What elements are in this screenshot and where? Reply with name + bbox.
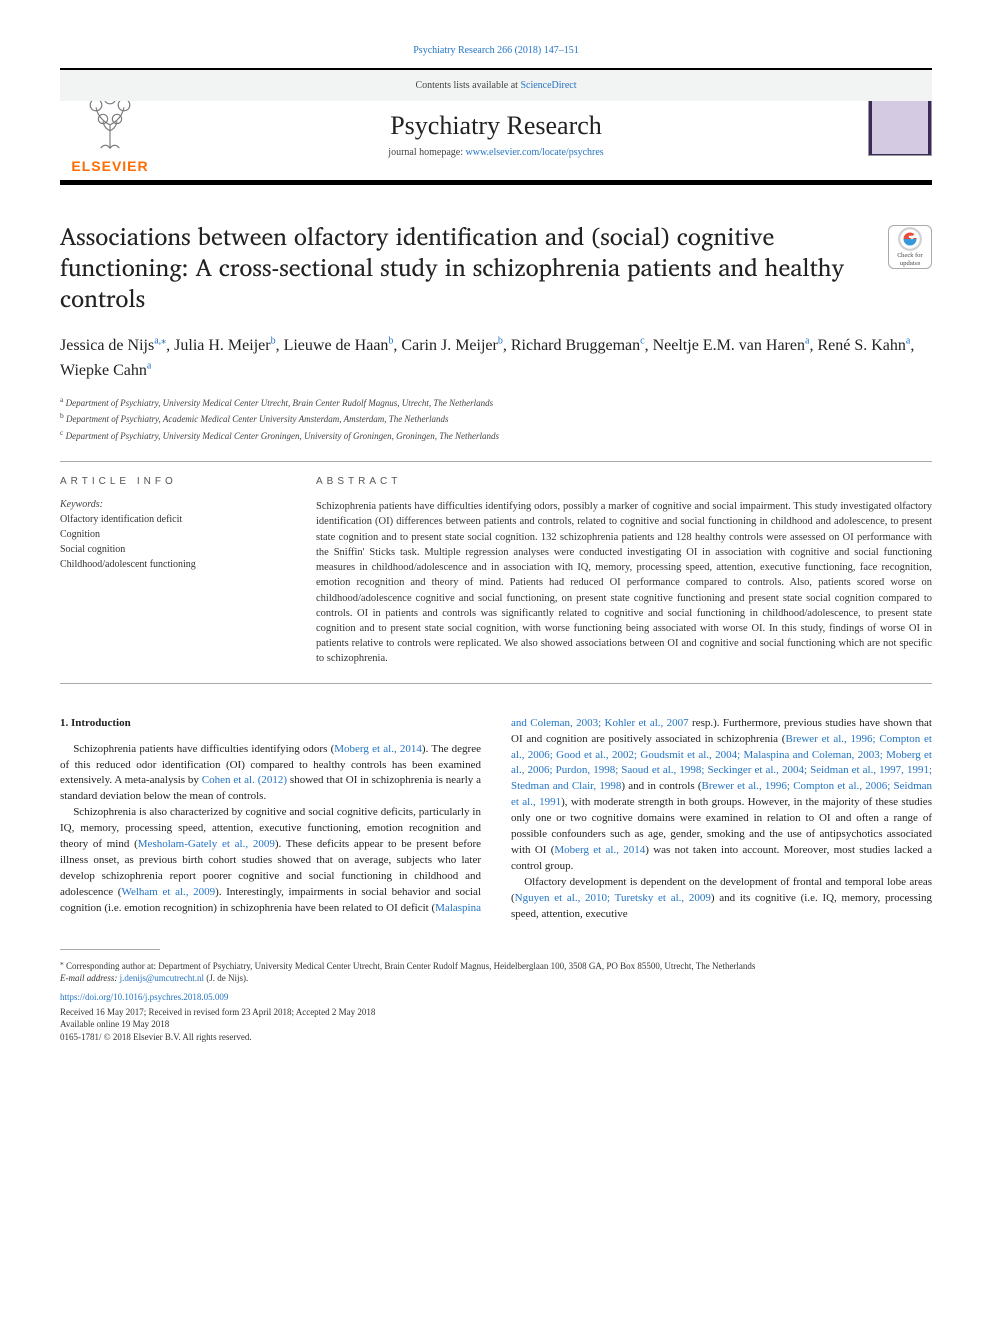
doi-link[interactable]: https://doi.org/10.1016/j.psychres.2018.…	[60, 991, 932, 1004]
footer-meta: Received 16 May 2017; Received in revise…	[60, 1006, 932, 1044]
email-line: E-mail address: j.denijs@umcutrecht.nl (…	[60, 972, 932, 985]
email-link[interactable]: j.denijs@umcutrecht.nl	[120, 973, 204, 983]
article-info-label: ARTICLE INFO	[60, 476, 280, 487]
author: Richard Bruggemanc	[511, 337, 645, 354]
contents-prefix: Contents lists available at	[415, 80, 520, 91]
affiliation: a Department of Psychiatry, University M…	[60, 394, 932, 411]
abstract: ABSTRACT Schizophrenia patients have dif…	[316, 476, 932, 666]
author: Julia H. Meijerb	[174, 337, 275, 354]
journal-header: ELSEVIER Psychiatry Research Contents li…	[60, 68, 932, 185]
author: Wiepke Cahna	[60, 362, 151, 379]
abstract-label: ABSTRACT	[316, 476, 932, 487]
keyword: Olfactory identification deficit	[60, 512, 280, 527]
keyword: Cognition	[60, 527, 280, 542]
affiliation: b Department of Psychiatry, Academic Med…	[60, 410, 932, 427]
sciencedirect-link[interactable]: ScienceDirect	[520, 80, 576, 91]
crossmark-icon	[897, 226, 923, 252]
article-title-text: Associations between olfactory identific…	[60, 216, 844, 318]
paragraph: Olfactory development is dependent on th…	[511, 875, 932, 923]
citation-link[interactable]: Nguyen et al., 2010; Turetsky et al., 20…	[515, 892, 711, 904]
contents-line: Contents lists available at ScienceDirec…	[415, 80, 576, 91]
available-line: Available online 19 May 2018	[60, 1018, 932, 1031]
author-list: Jessica de Nijsa,⁎, Julia H. Meijerb, Li…	[60, 333, 932, 384]
author: Jessica de Nijsa,⁎	[60, 337, 166, 354]
keywords-label: Keywords:	[60, 499, 280, 510]
crossmark-line2: updates	[900, 260, 921, 268]
crossmark-badge[interactable]: Check for updates	[888, 225, 932, 269]
citation-link[interactable]: Cohen et al. (2012)	[202, 774, 287, 786]
citation-link[interactable]: Mesholam-Gately et al., 2009	[138, 838, 275, 850]
affiliation: c Department of Psychiatry, University M…	[60, 427, 932, 444]
homepage-line: journal homepage: www.elsevier.com/locat…	[60, 147, 932, 158]
homepage-prefix: journal homepage:	[388, 147, 465, 158]
keywords-list: Olfactory identification deficit Cogniti…	[60, 512, 280, 572]
author: Lieuwe de Haanb	[284, 337, 394, 354]
publisher-label: ELSEVIER	[71, 158, 148, 174]
author: Carin J. Meijerb	[401, 337, 502, 354]
journal-title: Psychiatry Research	[60, 111, 932, 141]
citation-link[interactable]: Welham et al., 2009	[121, 886, 215, 898]
paragraph: Schizophrenia patients have difficulties…	[60, 742, 481, 806]
footer: ⁎ Corresponding author at: Department of…	[60, 958, 932, 1004]
citation-link[interactable]: Moberg et al., 2014	[554, 844, 645, 856]
header-citation: Psychiatry Research 266 (2018) 147–151	[60, 45, 932, 56]
article-title: Associations between olfactory identific…	[60, 221, 932, 315]
abstract-text: Schizophrenia patients have difficulties…	[316, 499, 932, 666]
article-info: ARTICLE INFO Keywords: Olfactory identif…	[60, 476, 280, 666]
keyword: Childhood/adolescent functioning	[60, 557, 280, 572]
author: René S. Kahna	[817, 337, 910, 354]
received-line: Received 16 May 2017; Received in revise…	[60, 1006, 932, 1019]
body-text: 1. Introduction Schizophrenia patients h…	[60, 716, 932, 923]
author: Neeltje E.M. van Harena	[653, 337, 810, 354]
journal-homepage-link[interactable]: www.elsevier.com/locate/psychres	[466, 147, 604, 158]
section-heading: 1. Introduction	[60, 716, 481, 732]
meta-row: ARTICLE INFO Keywords: Olfactory identif…	[60, 462, 932, 683]
affiliation-list: a Department of Psychiatry, University M…	[60, 394, 932, 444]
page: Psychiatry Research 266 (2018) 147–151 E…	[0, 0, 992, 1073]
keyword: Social cognition	[60, 542, 280, 557]
citation-link[interactable]: Moberg et al., 2014	[334, 743, 422, 755]
corresponding-author: ⁎ Corresponding author at: Department of…	[60, 958, 932, 973]
copyright-line: 0165-1781/ © 2018 Elsevier B.V. All righ…	[60, 1031, 932, 1044]
